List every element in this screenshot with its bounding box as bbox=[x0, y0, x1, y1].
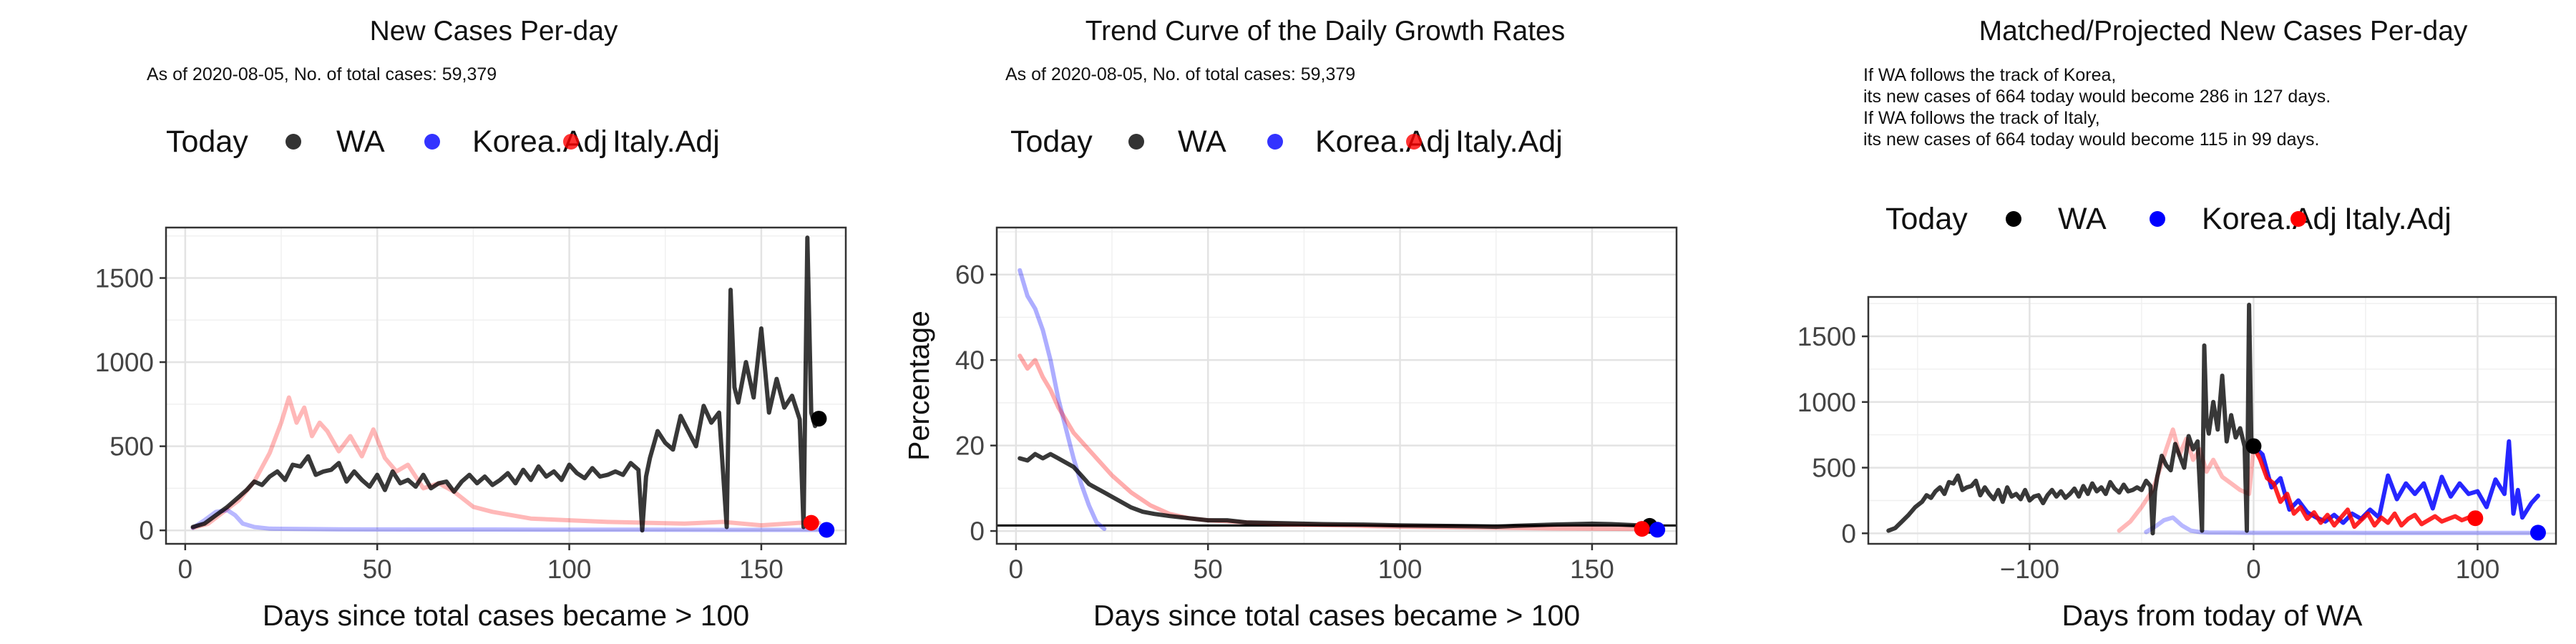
y-tick-label: 1500 bbox=[95, 264, 154, 293]
today-point-italy-adj bbox=[1634, 521, 1650, 537]
legend-swatch-korea-adj bbox=[424, 134, 440, 150]
chart-subtitle: As of 2020-08-05, No. of total cases: 59… bbox=[1005, 64, 1355, 84]
y-tick-label: 1000 bbox=[95, 348, 154, 377]
plot-border bbox=[995, 226, 1678, 545]
chart-title: Trend Curve of the Daily Growth Rates bbox=[1085, 16, 1565, 47]
x-tick-label: 100 bbox=[1378, 555, 1423, 584]
y-tick-label: 500 bbox=[1812, 454, 1856, 483]
plot-border bbox=[1867, 296, 2557, 545]
chart-subtitle: As of 2020-08-05, No. of total cases: 59… bbox=[147, 64, 497, 84]
legend-title: Today bbox=[1885, 202, 1968, 236]
series-line-italy-adj-projected bbox=[2251, 444, 2478, 530]
series-line-wa bbox=[1886, 303, 2256, 536]
x-tick-label: −100 bbox=[2000, 555, 2059, 584]
chart-new-cases-svg: New Cases Per-day As of 2020-08-05, No. o… bbox=[95, 16, 847, 632]
series-line-korea-adj-projected bbox=[2251, 439, 2540, 525]
today-point-korea-adj bbox=[819, 522, 835, 538]
series-line-korea-adj bbox=[1018, 268, 1107, 532]
legend-label-italy-adj: Italy.Adj bbox=[613, 125, 720, 159]
today-point-italy-adj bbox=[2467, 510, 2484, 527]
legend-title: Today bbox=[1010, 125, 1093, 159]
annotation-line: its new cases of 664 today would become … bbox=[1863, 87, 2331, 107]
legend-swatch-wa bbox=[2006, 211, 2021, 227]
y-tick-label: 1500 bbox=[1797, 322, 1856, 351]
today-point-wa bbox=[811, 411, 827, 427]
chart-projected-cases: Matched/Projected New Cases Per-day If WA… bbox=[1717, 0, 2576, 644]
plot-border bbox=[165, 226, 847, 545]
x-tick-label: 50 bbox=[1194, 555, 1223, 584]
chart-title: Matched/Projected New Cases Per-day bbox=[1979, 16, 2468, 47]
x-tick-label: 0 bbox=[2246, 555, 2261, 584]
series-line-korea-adj bbox=[2144, 515, 2536, 535]
chart-growth-rates: Trend Curve of the Daily Growth Rates As … bbox=[859, 0, 1717, 644]
chart-title: New Cases Per-day bbox=[370, 16, 618, 47]
plot-background bbox=[997, 228, 1677, 544]
y-tick-label: 40 bbox=[955, 346, 985, 375]
series-line-wa bbox=[190, 235, 821, 533]
x-tick-label: 0 bbox=[1009, 555, 1024, 584]
annotation-line: If WA follows the track of Korea, bbox=[1863, 65, 2116, 85]
today-point-italy-adj bbox=[803, 514, 819, 531]
legend-title: Today bbox=[166, 125, 248, 159]
today-point-wa bbox=[2245, 438, 2262, 454]
today-point-korea-adj bbox=[1649, 522, 1666, 538]
annotation-line: If WA follows the track of Italy, bbox=[1863, 108, 2100, 128]
legend-label-wa: WA bbox=[1178, 125, 1226, 159]
plot-background bbox=[166, 228, 846, 544]
legend-swatch-wa bbox=[1128, 134, 1144, 150]
y-tick-label: 0 bbox=[1841, 519, 1856, 548]
y-tick-label: 20 bbox=[955, 431, 985, 461]
legend-label-korea-adj: Korea.Adj bbox=[2202, 202, 2337, 236]
x-tick-label: 150 bbox=[1570, 555, 1614, 584]
x-tick-label: 150 bbox=[739, 555, 784, 584]
x-axis-title: Days since total cases became > 100 bbox=[1093, 599, 1580, 632]
chart-projected-cases-svg: Matched/Projected New Cases Per-day If WA… bbox=[1797, 16, 2557, 632]
y-tick-label: 0 bbox=[139, 516, 154, 545]
legend-swatch-italy-adj bbox=[563, 134, 579, 150]
legend-swatch-italy-adj bbox=[1406, 134, 1422, 150]
legend-label-italy-adj: Italy.Adj bbox=[2344, 202, 2451, 236]
y-tick-label: 0 bbox=[970, 517, 985, 546]
x-tick-label: 100 bbox=[547, 555, 592, 584]
legend-label-italy-adj: Italy.Adj bbox=[1455, 125, 1563, 159]
legend-label-wa: WA bbox=[336, 125, 385, 159]
y-tick-label: 500 bbox=[109, 432, 154, 462]
x-axis-title: Days since total cases became > 100 bbox=[263, 599, 749, 632]
legend: Today WA Korea.Adj Italy.Adj bbox=[1885, 202, 2451, 236]
x-tick-label: 0 bbox=[178, 555, 193, 584]
y-tick-label: 1000 bbox=[1797, 388, 1856, 417]
gridlines bbox=[997, 228, 1677, 544]
x-axis-title: Days from today of WA bbox=[2062, 599, 2363, 632]
today-point-korea-adj bbox=[2529, 525, 2546, 541]
legend-swatch-korea-adj bbox=[1267, 134, 1283, 150]
chart-new-cases: New Cases Per-day As of 2020-08-05, No. o… bbox=[0, 0, 859, 644]
y-tick-label: 60 bbox=[955, 260, 985, 290]
legend: Today WA Korea.Adj Italy.Adj bbox=[1010, 125, 1563, 159]
x-tick-label: 100 bbox=[2456, 555, 2500, 584]
legend-swatch-korea-adj bbox=[2150, 211, 2165, 227]
legend-label-korea-adj: Korea.Adj bbox=[472, 125, 608, 159]
chart-growth-rates-svg: Trend Curve of the Daily Growth Rates As … bbox=[902, 16, 1678, 632]
legend-label-korea-adj: Korea.Adj bbox=[1315, 125, 1450, 159]
y-axis-title: Percentage bbox=[902, 311, 935, 461]
x-tick-label: 50 bbox=[363, 555, 392, 584]
legend-label-wa: WA bbox=[2058, 202, 2107, 236]
legend: Today WA Korea.Adj Italy.Adj bbox=[166, 125, 720, 159]
legend-swatch-wa bbox=[286, 134, 301, 150]
annotation-line: its new cases of 664 today would become … bbox=[1863, 130, 2319, 150]
series-line-italy-adj bbox=[190, 395, 821, 530]
series-line-wa bbox=[1018, 452, 1652, 530]
legend-swatch-italy-adj bbox=[2290, 211, 2306, 227]
